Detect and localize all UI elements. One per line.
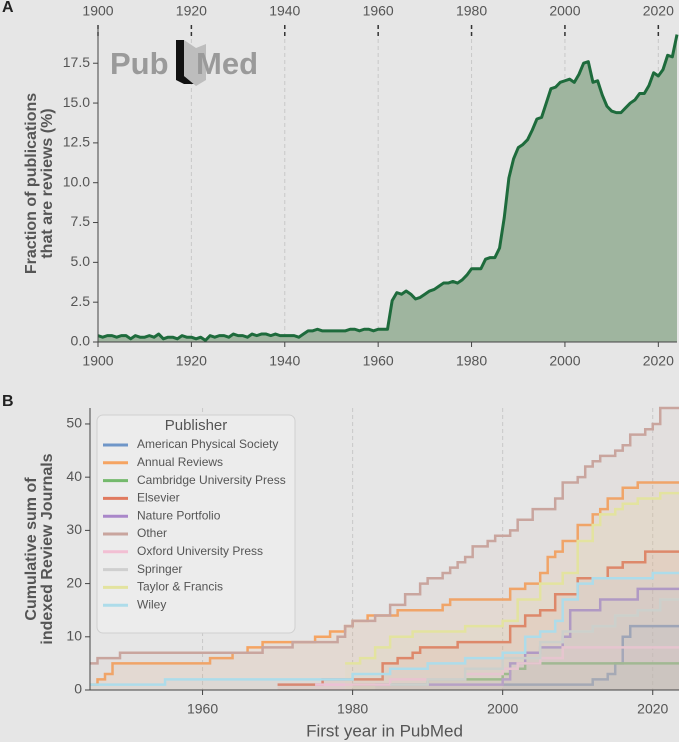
legend-label: Annual Reviews [137,455,223,469]
x-axis-label: First year in PubMed [306,721,463,740]
y-axis-label: indexed Review Journals [39,453,56,644]
legend-label: Springer [137,562,182,576]
y-tick-label: 7.5 [71,213,91,229]
x-tick-label: 1920 [176,353,207,369]
y-axis-label: Cumulative sum of [23,477,40,621]
legend-label: Wiley [137,597,166,611]
line [97,34,679,342]
y-tick-label: 15.0 [63,94,90,110]
y-tick-label: 40 [66,468,82,484]
y-axis-label: that are reviews (%) [39,108,56,258]
x-top-tick-label: 1920 [176,3,207,19]
step-line [345,491,679,665]
area-fill [90,572,679,690]
legend-label: Elsevier [137,491,180,505]
legend-box [96,414,296,634]
area-fill [345,493,679,690]
y-tick-label: 10.0 [63,173,90,189]
step-line [315,646,679,686]
x-tick-label: 1960 [363,353,394,369]
x-tick-label: 2020 [637,701,668,717]
area-fill [90,482,679,690]
x-tick-label: 1960 [187,701,218,717]
area-fill [375,588,679,690]
x-tick-label: 2020 [643,353,674,369]
panel-label: A [2,0,14,16]
x-top-tick-label: 1960 [363,3,394,19]
step-line [90,481,679,686]
x-tick-label: 1940 [269,353,300,369]
pubmed-logo: Pub Med [110,40,258,86]
y-tick-label: 50 [66,415,82,431]
legend-title: Publisher [165,417,228,434]
area-fill [90,408,679,690]
y-tick-label: 12.5 [63,134,90,150]
logo-page [184,40,206,86]
y-tick-label: 17.5 [63,54,90,70]
y-tick-label: 0.0 [71,333,91,349]
y-tick-label: 20 [66,574,82,590]
x-top-tick-label: 1940 [269,3,300,19]
x-top-tick-label: 2000 [549,3,580,19]
y-tick-label: 30 [66,521,82,537]
step-line [90,406,679,665]
step-line [502,624,679,686]
area-fill [390,599,679,690]
x-tick-label: 1900 [82,353,113,369]
legend-label: Nature Portfolio [137,508,221,522]
x-tick-label: 1980 [337,701,368,717]
y-tick-label: 2.5 [71,293,91,309]
legend-label: Taylor & Francis [137,580,223,594]
logo-book [176,40,198,84]
logo-text-right: Med [196,46,258,81]
legend-label: Cambridge University Press [137,473,286,487]
y-tick-label: 5.0 [71,253,91,269]
x-tick-label: 2000 [487,701,518,717]
y-tick-label: 0 [74,681,82,697]
x-top-tick-label: 1900 [82,3,113,19]
y-axis-label: Fraction of publications [23,93,40,274]
area-fill [352,663,679,690]
area-fill [502,626,679,690]
step-line [277,550,679,686]
x-tick-label: 2000 [549,353,580,369]
legend-label: Oxford University Press [137,544,263,558]
x-top-tick-label: 2020 [643,3,674,19]
legend-label: Other [137,526,167,540]
area-fill [98,34,677,342]
x-top-tick-label: 1980 [456,3,487,19]
step-line [375,587,679,686]
panel-label: B [2,393,14,410]
logo-text-left: Pub [110,46,169,81]
x-tick-label: 1980 [456,353,487,369]
legend-label: American Physical Society [137,437,278,451]
step-line [90,571,679,686]
step-line [390,598,679,686]
y-tick-label: 10 [66,627,82,643]
